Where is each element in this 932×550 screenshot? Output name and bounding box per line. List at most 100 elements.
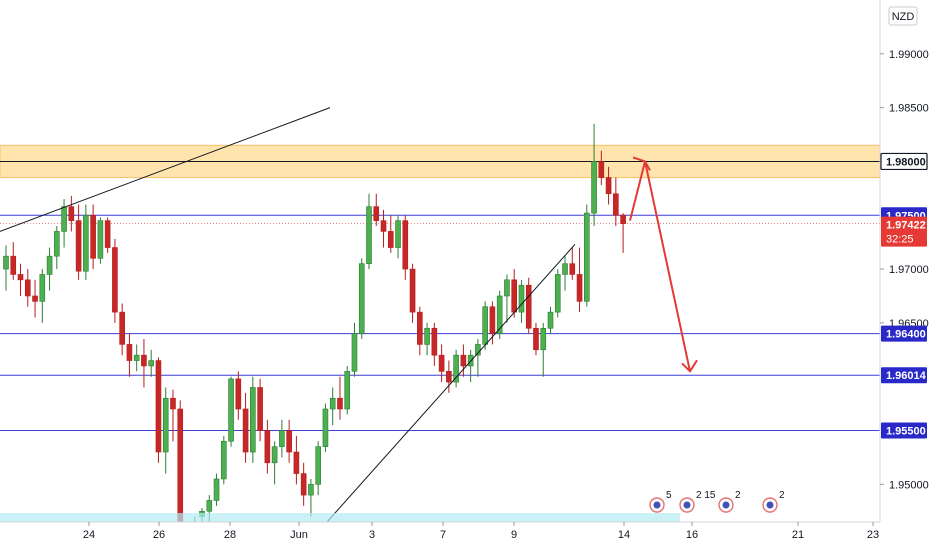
candle-down: [264, 430, 271, 464]
candle-up: [518, 284, 525, 313]
candle-down: [387, 231, 394, 248]
countdown-label: 32:25: [886, 234, 914, 246]
projection-arrow-layer: [629, 156, 698, 373]
date-tick-label: 14: [618, 529, 630, 541]
event-count-label: 2 15: [696, 490, 716, 501]
currency-badge[interactable]: [888, 6, 918, 26]
economic-event-marker[interactable]: 2 15: [679, 490, 716, 513]
candle-down: [605, 177, 612, 195]
candle-up: [366, 206, 372, 264]
economic-event-marker[interactable]: 2: [762, 490, 785, 513]
candle-down: [489, 306, 496, 334]
candle-up: [228, 378, 234, 442]
date-tick-label: Jun: [290, 529, 308, 541]
candle-down: [460, 354, 467, 367]
candle-up: [221, 440, 227, 480]
event-marker-layer[interactable]: 5 2 15 2 2: [0, 490, 785, 522]
candle-up: [39, 274, 46, 302]
candle-down: [569, 263, 576, 275]
price-axis-panel[interactable]: [880, 0, 932, 522]
candle-up: [562, 263, 568, 275]
candle-down: [126, 344, 133, 361]
candle-down: [68, 206, 75, 221]
date-tick-label: 26: [153, 529, 165, 541]
date-tick-label: 7: [440, 529, 446, 541]
candle-down: [438, 354, 445, 372]
candle-up: [83, 214, 89, 272]
economic-event-marker[interactable]: 5: [649, 490, 672, 513]
candle-up: [97, 220, 104, 259]
time-axis-panel[interactable]: [0, 522, 932, 550]
candle-down: [431, 327, 438, 356]
candle-down: [32, 295, 38, 302]
candle-down: [511, 279, 518, 313]
candle-down: [141, 354, 147, 367]
economic-event-marker[interactable]: 2: [718, 490, 741, 513]
rising-trendline: [326, 243, 576, 523]
date-tick-label: 3: [369, 529, 375, 541]
candle-up: [547, 311, 554, 329]
date-tick-label: 9: [511, 529, 517, 541]
candlestick-layer: [3, 123, 626, 549]
candle-up: [344, 371, 351, 410]
horizontal-level-layer: [0, 160, 880, 432]
price-tag-label: 1.98000: [886, 156, 926, 168]
candle-up: [496, 295, 503, 334]
date-tick-label: 24: [83, 529, 95, 541]
candle-down: [373, 206, 380, 221]
session-band: [0, 513, 680, 522]
candle-down: [286, 430, 292, 453]
candle-down: [337, 397, 343, 410]
candle-down: [402, 220, 409, 270]
candle-up: [583, 212, 590, 302]
price-tick-label: 1.99000: [889, 49, 929, 61]
price-tag-box: [881, 422, 927, 439]
candle-up: [133, 354, 140, 361]
candle-up: [504, 279, 510, 297]
candle-up: [453, 354, 459, 383]
candle-down: [525, 284, 532, 329]
candle-down: [155, 360, 162, 453]
candle-down: [104, 220, 111, 248]
candle-up: [250, 387, 256, 453]
candle-down: [380, 220, 387, 232]
candle-up: [54, 231, 60, 257]
candle-down: [620, 214, 626, 224]
candle-down: [235, 378, 242, 410]
date-tick-label: 28: [224, 529, 236, 541]
price-tick-label: 1.98500: [889, 103, 929, 115]
candle-down: [533, 327, 539, 351]
date-tick-label: 16: [686, 529, 698, 541]
candle-up: [206, 500, 213, 512]
event-count-label: 5: [666, 490, 672, 501]
candle-up: [329, 397, 336, 410]
candle-down: [300, 473, 307, 496]
candle-down: [112, 247, 118, 313]
price-tag-box: [881, 325, 927, 342]
price-tick-label: 1.97000: [889, 264, 929, 276]
price-tag-label: 1.97422: [886, 220, 926, 232]
event-count-label: 2: [779, 490, 785, 501]
candle-up: [162, 397, 169, 453]
event-flag-inner: [653, 501, 661, 509]
candle-down: [293, 451, 300, 474]
date-tick-layer: 24 26 28 Jun 3 7 9 14 16 21 23: [83, 522, 879, 541]
candle-down: [446, 371, 452, 383]
candle-down: [170, 397, 176, 410]
date-tick-label: 23: [867, 529, 879, 541]
event-count-label: 2: [735, 490, 741, 501]
candle-down: [409, 268, 416, 313]
price-tag-box: [880, 152, 928, 171]
date-tick-label: 21: [792, 529, 804, 541]
candle-up: [358, 263, 365, 334]
candle-down: [242, 408, 249, 453]
price-tick-label: 1.95000: [889, 479, 929, 491]
event-flag-inner: [722, 501, 730, 509]
candle-down: [613, 193, 619, 216]
candle-up: [3, 255, 9, 270]
price-tag-box: [881, 367, 927, 384]
candle-down: [90, 214, 96, 259]
arrow-head-bottom: [681, 359, 698, 373]
candle-up: [322, 408, 329, 447]
